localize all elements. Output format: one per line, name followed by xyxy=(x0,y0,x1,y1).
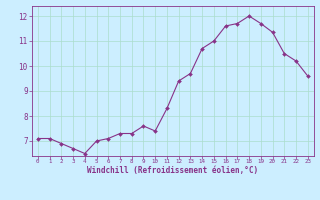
X-axis label: Windchill (Refroidissement éolien,°C): Windchill (Refroidissement éolien,°C) xyxy=(87,166,258,175)
